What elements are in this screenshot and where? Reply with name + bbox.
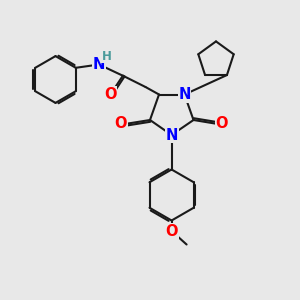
Text: O: O — [115, 116, 127, 131]
Text: O: O — [216, 116, 228, 131]
Text: O: O — [104, 87, 116, 102]
Text: O: O — [165, 224, 178, 239]
Text: H: H — [102, 50, 111, 63]
Text: N: N — [93, 57, 105, 72]
Text: N: N — [165, 128, 178, 142]
Text: N: N — [178, 87, 191, 102]
